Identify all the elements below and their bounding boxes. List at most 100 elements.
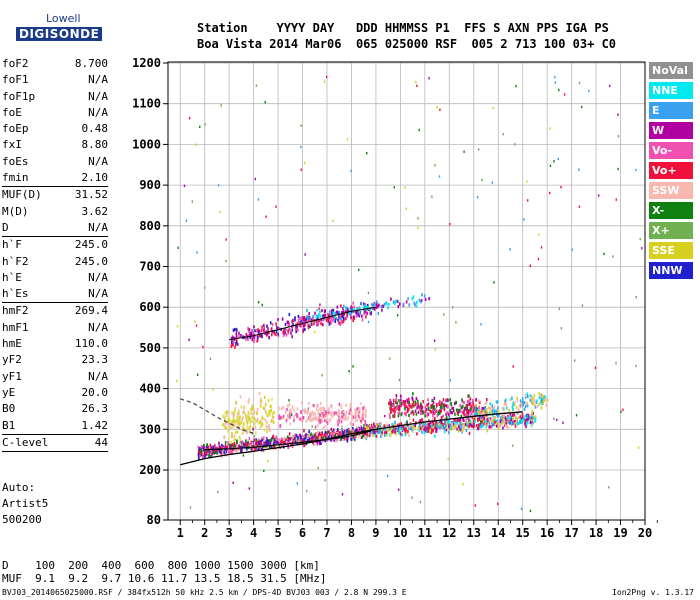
echo-point [263,447,265,451]
echo-point [259,442,261,446]
echo-point [201,446,204,450]
echo-point [337,311,339,315]
param-value: 2.10 [81,171,109,185]
echo-point [234,444,237,448]
echo-point [200,453,203,457]
echo-point [289,422,291,426]
echo-point [303,408,306,412]
echo-point [516,396,518,400]
echo-point [460,406,463,410]
echo-point [438,411,440,416]
noise-point [417,217,419,220]
echo-point [363,405,366,409]
echo-point [511,413,514,418]
echo-point [418,428,421,432]
echo-point [351,418,353,423]
param-row: MUF(D) 31.52 [2,187,108,203]
echo-point [458,418,460,422]
echo-point [209,443,212,447]
noise-point [300,145,302,149]
echo-point [258,441,260,446]
echo-point [383,302,386,307]
echo-point [246,441,248,445]
echo-point [308,437,311,441]
echo-point [284,322,287,327]
echo-point [415,412,418,416]
param-name: h`Es [2,287,29,301]
echo-point [308,315,310,319]
echo-point [405,428,408,432]
echo-point [243,411,246,415]
echo-point [291,335,293,339]
param-name: D [2,220,9,234]
echo-point [329,432,331,436]
noise-point [346,138,349,141]
echo-point [421,427,424,431]
echo-point [442,397,445,402]
echo-point [354,419,357,423]
noise-point [311,425,313,428]
echo-point [245,413,247,417]
param-row: yF1 N/A [2,369,108,385]
echo-point [465,404,468,408]
echo-point [434,408,437,412]
noise-point [196,373,199,376]
echo-point [430,424,433,428]
echo-point [323,317,325,321]
echo-point [247,426,250,430]
echo-point [427,398,429,402]
noise-point [549,164,552,167]
echo-point [259,425,262,430]
echo-point [210,453,213,457]
echo-point [481,415,483,419]
y-tick-label: 1200 [132,56,161,70]
noise-point [462,482,464,486]
echo-point [462,411,465,415]
echo-point [353,316,356,320]
legend-entry: SSE [649,242,693,259]
echo-point [249,442,251,446]
echo-point [333,433,335,437]
echo-point [363,304,366,308]
echo-point [536,399,538,403]
echo-point [236,448,239,452]
echo-point [210,450,213,454]
echo-point [465,413,467,417]
echo-point [402,302,405,306]
echo-point [291,405,294,409]
echo-point [236,414,239,419]
echo-point [464,419,467,423]
echo-point [460,427,463,431]
noise-point [195,143,197,146]
echo-point [469,419,472,423]
echo-point [529,394,532,398]
echo-point [414,403,417,407]
noise-point [558,88,560,92]
echo-point [436,414,439,418]
echo-point [271,330,274,334]
echo-point [289,415,292,419]
echo-point [311,418,314,422]
echo-point [468,418,470,422]
y-tick-label: 900 [139,178,161,192]
echo-point [227,421,229,425]
echo-point [291,444,294,449]
echo-point [289,439,292,444]
echo-point [481,406,484,411]
echo-point [248,398,250,402]
echo-point [493,422,495,426]
echo-point [291,328,294,332]
echo-point [254,425,257,429]
echo-point [453,402,456,406]
echo-point [471,399,474,403]
echo-point [454,418,456,422]
echo-point [463,408,466,413]
echo-point [236,421,239,425]
echo-point [510,421,513,425]
echo-point [328,435,330,439]
noise-point [405,207,408,210]
echo-point [452,406,455,411]
echo-point [275,435,278,439]
echo-point [354,410,357,415]
echo-point [427,423,430,427]
